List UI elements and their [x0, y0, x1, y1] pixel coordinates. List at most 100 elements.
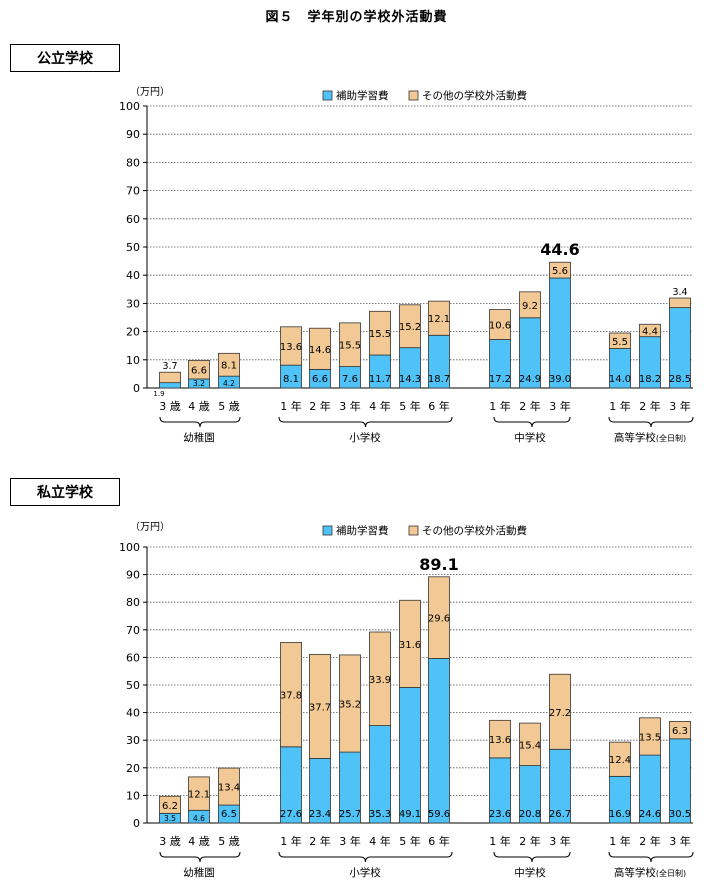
chart-private-bar-other [549, 673, 571, 750]
chart-private-bar-hojo-label: 30.5 [669, 809, 691, 820]
chart-public-bar-other [669, 297, 691, 309]
chart-public-legend-swatch-other [408, 90, 419, 101]
chart-public-bar-hojo-label: 1.9 [153, 390, 164, 398]
chart-private-group-brace [608, 851, 694, 863]
chart-private-y-tick-label: 10 [126, 789, 140, 802]
chart-public-bar-hojo-label: 18.2 [639, 374, 661, 385]
chart-private-group-label: 中学校 [514, 866, 546, 879]
chart-private-bar-hojo [399, 687, 421, 824]
chart-private-category-label: 4 歳 [188, 835, 210, 848]
chart-public-legend-label-other: その他の学校外活動費 [422, 89, 527, 102]
chart-private-bar-hojo-label: 24.6 [639, 809, 661, 820]
chart-public-bar-hojo-label: 39.0 [549, 374, 571, 385]
chart-private-bar-other-label: 13.6 [489, 735, 511, 746]
chart-private-legend-label-other: その他の学校外活動費 [422, 524, 527, 537]
chart-public-bar-hojo-label: 24.9 [519, 374, 541, 385]
chart-public-bar-other [369, 310, 391, 356]
chart-private-y-tick-label: 90 [126, 569, 140, 582]
chart-public-bar-other [489, 309, 511, 340]
chart-private-bar-other-label: 6.3 [672, 726, 688, 737]
chart-public-y-tick-label: 60 [126, 213, 140, 226]
chart-public-category-label: 2 年 [639, 399, 661, 413]
figure-title: 図５ 学年別の学校外活動費 [265, 10, 448, 25]
chart-private-bar-hojo-label: 35.3 [369, 809, 391, 820]
chart-private-bar-other-label: 27.2 [549, 708, 571, 719]
chart-public-bar-hojo-label: 18.7 [428, 374, 450, 385]
chart-private-bar-other-label: 6.2 [162, 801, 178, 812]
chart-private-category-label: 5 歳 [218, 835, 240, 848]
chart-public-group-brace [493, 416, 571, 428]
chart-public-y-tick-label: 0 [133, 382, 140, 395]
chart-public-bar-other [549, 261, 571, 279]
chart-private-bar-other [489, 719, 511, 759]
chart-private-legend-swatch-other [408, 525, 419, 536]
chart-public-group-label: 小学校 [349, 431, 381, 444]
chart-public-category-label: 4 歳 [188, 400, 210, 413]
chart-private-y-tick-label: 40 [126, 707, 140, 720]
chart-public-group-brace [159, 416, 241, 428]
chart-private-bar-other [399, 599, 421, 688]
chart-public-bar-other-label: 8.1 [221, 361, 237, 372]
chart-private-bar-other-label: 13.5 [639, 732, 661, 743]
chart-private-category-label: 5 年 [399, 834, 421, 848]
chart-public-category-label: 6 年 [428, 399, 450, 413]
chart-public-bar-other [399, 304, 421, 349]
chart-public-y-tick-label: 50 [126, 241, 140, 254]
section-label-private: 私立学校 [10, 478, 120, 506]
chart-private-bar-other [218, 767, 240, 806]
chart-private-bar-other-label: 12.1 [188, 790, 210, 801]
chart-private-bar-hojo-label: 23.6 [489, 809, 511, 820]
chart-public-bar-hojo-label: 17.2 [489, 374, 511, 385]
chart-private-category-label: 3 年 [669, 834, 691, 848]
chart-public-bar-hojo-label: 6.6 [312, 374, 328, 385]
chart-private-bar-hojo-label: 25.7 [339, 809, 361, 820]
chart-public-bar-hojo-label: 28.5 [669, 374, 691, 385]
chart-public-bar-other-label: 15.2 [399, 322, 421, 333]
chart-public-category-label: 5 年 [399, 399, 421, 413]
chart-public-category-label: 1 年 [489, 399, 511, 413]
chart-public-category-label: 5 歳 [218, 400, 240, 413]
chart-private-category-label: 1 年 [280, 834, 302, 848]
chart-private-bar-other [309, 653, 331, 759]
chart-public-bar-hojo [159, 382, 181, 389]
chart-private-total-annotation: 89.1 [419, 555, 458, 574]
chart-private-bar-other [159, 795, 181, 814]
chart-private-category-label: 3 歳 [159, 835, 181, 848]
chart-private-bar-hojo-label: 16.9 [609, 809, 631, 820]
chart-private-unit-label: （万円） [130, 521, 170, 533]
chart-public-bar-hojo-label: 8.1 [283, 374, 299, 385]
chart-public-category-label: 3 年 [669, 399, 691, 413]
chart-private-category-label: 4 年 [369, 834, 391, 848]
chart-public-bar-other [280, 326, 302, 366]
chart-public-y-tick-label: 10 [126, 354, 140, 367]
chart-public-category-label: 3 歳 [159, 400, 181, 413]
chart-private-category-label: 2 年 [309, 834, 331, 848]
chart-public-group-label: 高等学校(全日制) [614, 431, 686, 444]
chart-public-bar-other [218, 352, 240, 377]
chart-public-group-label: 中学校 [514, 431, 546, 444]
chart-public-bar-other [639, 323, 661, 338]
chart-public-category-label: 2 年 [519, 399, 541, 413]
chart-public-legend-label-hojo: 補助学習費 [336, 89, 389, 102]
chart-public-bar-hojo-label: 4.2 [223, 379, 235, 388]
section-label-public: 公立学校 [10, 44, 120, 72]
chart-public-bar-hojo-label: 14.0 [609, 374, 631, 385]
chart-private-bar-other-label: 37.8 [280, 691, 302, 702]
chart-private-bar-other-label: 29.6 [428, 614, 450, 625]
chart-private-category-label: 2 年 [519, 834, 541, 848]
chart-private-bar-hojo-label: 20.8 [519, 809, 541, 820]
chart-private-category-label: 6 年 [428, 834, 450, 848]
chart-private-y-tick-label: 100 [119, 541, 140, 554]
chart-private-category-label: 2 年 [639, 834, 661, 848]
chart-private-bar-hojo-label: 59.6 [428, 809, 450, 820]
chart-public-category-label: 1 年 [609, 399, 631, 413]
chart-public-bar-other-label: 3.7 [162, 361, 177, 372]
chart-private-category-label: 1 年 [489, 834, 511, 848]
chart-private-group-label: 高等学校(全日制) [614, 866, 686, 879]
chart-public-group-label: 幼稚園 [183, 431, 215, 444]
chart-public-y-tick-label: 30 [126, 297, 140, 310]
chart-public-bar-other-label: 9.2 [522, 301, 538, 312]
chart-private-bar-other [428, 576, 450, 659]
chart-private-bar-hojo-label: 6.5 [221, 809, 237, 820]
